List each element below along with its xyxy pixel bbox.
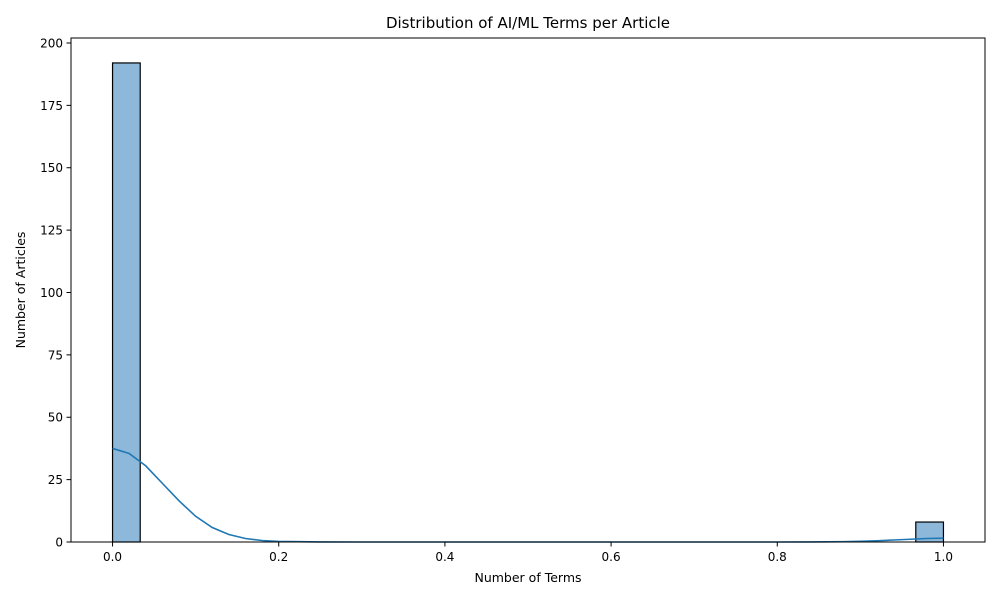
x-tick-label: 0.6 <box>602 550 621 564</box>
bars-group <box>111 62 945 543</box>
x-axis-ticks: 0.0 0.2 0.4 0.6 0.8 1.0 <box>103 542 953 564</box>
x-tick-label: 0.4 <box>435 550 454 564</box>
y-tick-label: 75 <box>48 348 63 362</box>
plot-frame <box>70 37 986 543</box>
y-axis-ticks: 0 25 50 75 100 125 150 175 200 <box>40 36 71 550</box>
kde-curve <box>112 447 944 543</box>
y-tick-label: 50 <box>48 411 63 425</box>
y-tick-label: 125 <box>40 224 63 238</box>
y-tick-label: 25 <box>48 473 63 487</box>
y-tick-label: 175 <box>40 99 63 113</box>
y-tick-label: 100 <box>40 286 63 300</box>
y-tick-label: 150 <box>40 161 63 175</box>
x-axis-label: Number of Terms <box>474 570 581 585</box>
y-axis-label: Number of Articles <box>13 232 28 349</box>
x-tick-label: 0.0 <box>103 550 122 564</box>
histogram-bar-0 <box>111 62 141 543</box>
y-tick-label: 200 <box>40 36 63 50</box>
x-tick-label: 0.8 <box>768 550 787 564</box>
x-tick-label: 0.2 <box>269 550 288 564</box>
y-tick-label: 0 <box>55 536 63 550</box>
x-tick-label: 1.0 <box>934 550 953 564</box>
chart-title: Distribution of AI/ML Terms per Article <box>386 14 670 32</box>
